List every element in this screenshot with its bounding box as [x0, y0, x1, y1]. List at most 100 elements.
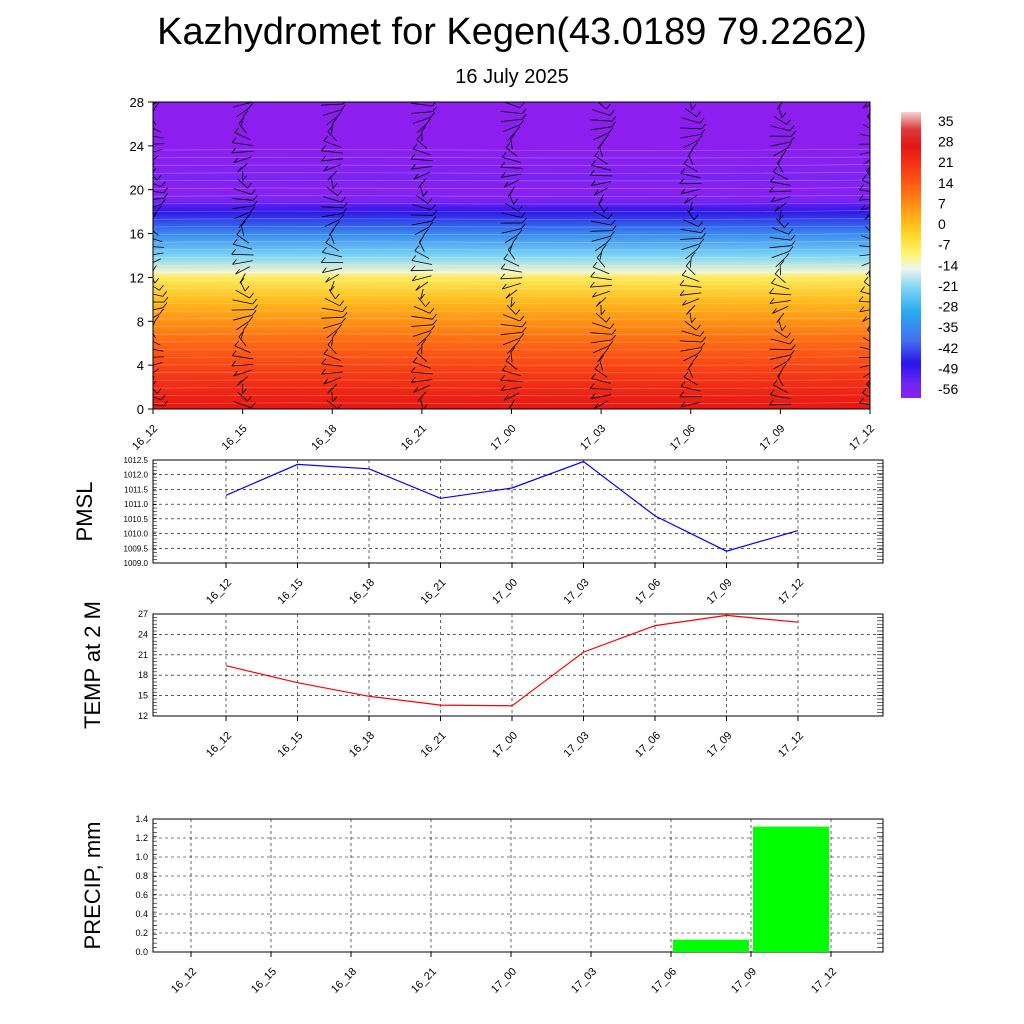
wind-barb-feather [590, 180, 596, 186]
temp-x-label: 17_00 [490, 730, 520, 760]
wind-barb [769, 237, 792, 241]
wind-barb [232, 142, 254, 146]
wind-barb [153, 388, 158, 394]
wind-barb [153, 320, 156, 327]
wind-barb-feather [605, 316, 611, 323]
wind-barb-feather [513, 199, 518, 205]
wind-barb-feather [774, 268, 780, 275]
wind-barb-feather [431, 204, 436, 210]
wind-barb-feather [521, 108, 527, 114]
wind-barb-feather [779, 214, 784, 221]
wind-barb-feather [859, 184, 864, 191]
wind-barb-feather [862, 103, 868, 109]
wind-barb-column [589, 102, 617, 409]
y-tick-label: 1010.5 [124, 515, 149, 524]
wind-barb [777, 368, 784, 379]
wind-barb-feather [241, 220, 246, 227]
y-tick-label: 0.8 [135, 871, 148, 881]
wind-barb-feather [142, 353, 146, 358]
wind-barb-feather [252, 102, 253, 103]
wind-barb-feather [411, 275, 417, 282]
wind-barb-column [858, 103, 885, 406]
wind-barb-feather [876, 151, 880, 156]
wind-barb-feather [593, 190, 599, 196]
wind-barb [688, 154, 694, 165]
wind-barb-feather [611, 329, 617, 335]
wind-barb [233, 369, 252, 377]
precip-bar [673, 939, 749, 952]
wind-barb [593, 211, 609, 220]
wind-barb [330, 233, 335, 244]
wind-barb-feather [682, 300, 687, 306]
wind-barb [769, 292, 792, 296]
wind-barb [687, 360, 695, 371]
heatmap-x-label: 17_00 [489, 423, 519, 453]
wind-barb [153, 356, 165, 358]
wind-barb-feather [861, 174, 867, 181]
wind-barb [596, 257, 606, 268]
wind-barb-feather [159, 285, 164, 291]
wind-barb-feather [249, 292, 254, 299]
wind-barb [413, 306, 431, 314]
wind-barb [323, 377, 341, 385]
wind-barb [420, 288, 424, 300]
colorbar-label: -28 [938, 299, 958, 315]
wind-barb [153, 375, 155, 384]
pmsl-series-line [225, 460, 799, 552]
wind-barb-feather [591, 373, 596, 379]
wind-barb [326, 399, 338, 409]
wind-barb-feather [881, 243, 885, 248]
wind-barb-feather [337, 403, 342, 409]
wind-barb-feather [860, 204, 866, 211]
wind-barb [326, 328, 339, 339]
wind-barb-feather [592, 291, 597, 298]
wind-barb [412, 148, 431, 156]
wind-barb [773, 360, 788, 370]
colorbar-label: 28 [938, 133, 954, 149]
wind-barb-feather [776, 317, 782, 323]
wind-barb-feather [231, 249, 237, 255]
wind-barb-feather [429, 308, 435, 314]
wind-barb-feather [864, 214, 870, 220]
wind-barb-feather [769, 176, 775, 182]
wind-barb-feather [697, 348, 703, 354]
wind-barb [329, 281, 335, 292]
wind-barb-feather [782, 149, 787, 156]
wind-barb [232, 102, 253, 108]
wind-barb [590, 126, 612, 131]
colorbar-label: 7 [938, 195, 946, 211]
wind-barb [773, 115, 787, 125]
wind-barb-feather [325, 277, 330, 283]
wind-barb [865, 269, 870, 276]
wind-barb-feather [143, 251, 147, 256]
y-tick-label: 20 [130, 183, 144, 198]
wind-barb [238, 218, 247, 228]
wind-barb [592, 290, 611, 298]
wind-barb [860, 151, 870, 155]
colorbar-label: -14 [938, 257, 958, 273]
wind-barb-feather [701, 336, 707, 343]
wind-barb-feather [414, 245, 420, 252]
wind-barb [859, 402, 870, 406]
y-tick-label: 8 [137, 314, 144, 329]
y-axis-label: TEMP at 2 M [80, 601, 105, 729]
wind-barb-feather [413, 173, 419, 180]
wind-barb [234, 132, 251, 141]
wind-barb-column [231, 102, 258, 409]
chart-subtitle: 16 July 2025 [455, 66, 569, 88]
wind-barb [592, 266, 610, 275]
wind-barb-feather [337, 110, 343, 117]
wind-barb [683, 376, 698, 386]
wind-barb-feather [432, 102, 437, 107]
wind-barb [868, 166, 870, 173]
wind-barb-feather [154, 277, 160, 284]
y-tick-label: 1.4 [135, 814, 148, 824]
wind-barb [594, 242, 608, 252]
wind-barb-feather [252, 298, 258, 305]
wind-barb [503, 124, 520, 132]
wind-barb-feather [162, 302, 168, 308]
wind-barb [685, 249, 697, 260]
wind-barb [500, 332, 523, 336]
wind-barb-feather [788, 246, 794, 252]
y-tick-label: 1012.5 [124, 456, 149, 465]
